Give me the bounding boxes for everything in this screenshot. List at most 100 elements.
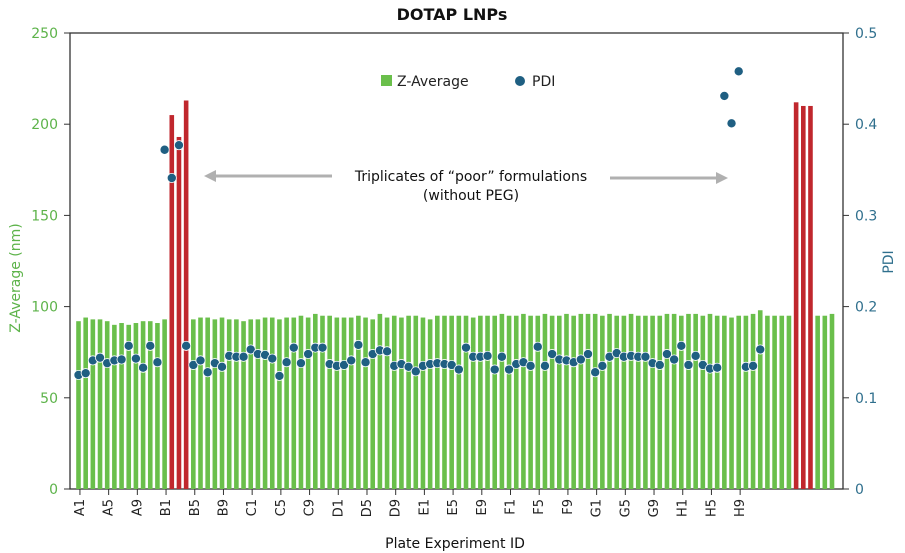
z-average-bar bbox=[363, 317, 368, 489]
z-average-bar bbox=[327, 315, 332, 489]
right-axis-title: PDI bbox=[881, 250, 897, 273]
z-average-bar bbox=[277, 319, 282, 489]
z-average-bar bbox=[628, 313, 634, 489]
z-average-bar bbox=[399, 317, 404, 489]
x-tick-label: G5 bbox=[618, 499, 633, 517]
z-average-bar bbox=[226, 319, 232, 489]
z-average-bar bbox=[112, 324, 117, 489]
z-average-bar bbox=[320, 315, 325, 489]
pdi-point bbox=[661, 349, 672, 360]
z-average-bar bbox=[269, 317, 275, 489]
pdi-point bbox=[116, 354, 127, 365]
z-average-bar bbox=[650, 315, 655, 489]
dot-series-pdi bbox=[73, 66, 766, 381]
z-average-bar bbox=[578, 313, 584, 489]
legend-swatch-pdi bbox=[515, 76, 525, 86]
z-average-bar bbox=[521, 313, 526, 489]
z-average-bar bbox=[83, 317, 88, 489]
z-average-bar bbox=[557, 315, 562, 489]
left-tick-label: 50 bbox=[40, 391, 58, 407]
left-axis-ticks: 0 50 100 150 200 250 bbox=[31, 26, 70, 498]
annotation-arrowhead-left bbox=[204, 170, 216, 182]
z-average-bar bbox=[183, 100, 189, 490]
pdi-point bbox=[453, 364, 464, 375]
pdi-point bbox=[590, 367, 601, 378]
pdi-point bbox=[461, 342, 472, 353]
z-average-bar bbox=[614, 315, 620, 489]
z-average-bar bbox=[147, 321, 153, 489]
plot-area bbox=[69, 32, 844, 490]
x-tick-label: B9 bbox=[216, 499, 231, 516]
left-tick-label: 200 bbox=[31, 117, 58, 133]
right-tick-label: 0.4 bbox=[855, 117, 877, 133]
z-average-bar bbox=[284, 317, 289, 489]
z-average-bar bbox=[815, 315, 820, 489]
x-tick-label: C9 bbox=[303, 499, 318, 516]
pdi-point bbox=[640, 351, 651, 362]
bar-series-z-average bbox=[76, 100, 835, 490]
z-average-bar bbox=[528, 315, 533, 489]
pdi-point bbox=[748, 360, 759, 371]
z-average-bar bbox=[97, 319, 103, 489]
x-tick-label: C5 bbox=[274, 499, 289, 516]
z-average-bar bbox=[470, 317, 476, 489]
pdi-point bbox=[733, 66, 744, 77]
pdi-point bbox=[690, 350, 701, 361]
pdi-point bbox=[80, 368, 91, 379]
z-average-bar bbox=[298, 315, 304, 489]
z-average-bar bbox=[635, 315, 641, 489]
z-average-bar bbox=[291, 317, 297, 489]
z-average-bar bbox=[140, 321, 146, 489]
pdi-point bbox=[719, 90, 730, 101]
z-average-bar bbox=[750, 313, 756, 489]
x-tick-label: B1 bbox=[159, 499, 174, 516]
z-average-bar bbox=[119, 323, 124, 489]
pdi-point bbox=[353, 339, 364, 350]
pdi-point bbox=[267, 353, 278, 364]
x-axis-ticks: A1 A5 A9 B1 B5 B9 C1 C5 C9 D1 D5 D9 E1 E5 E9 F1 F5 F9 G1 G5… bbox=[73, 489, 748, 517]
z-average-bar bbox=[234, 319, 239, 489]
right-tick-label: 0.3 bbox=[855, 208, 877, 224]
pdi-point bbox=[181, 340, 192, 351]
left-tick-label: 100 bbox=[31, 300, 58, 316]
right-tick-label: 0.5 bbox=[855, 26, 877, 42]
z-average-bar bbox=[463, 315, 469, 489]
left-tick-label: 0 bbox=[49, 482, 58, 498]
z-average-bar bbox=[176, 136, 182, 489]
z-average-bar bbox=[442, 315, 447, 489]
z-average-bar bbox=[478, 315, 483, 489]
z-average-bar bbox=[90, 319, 96, 489]
annotation: Triplicates of “poor” formulations (with… bbox=[204, 169, 728, 204]
z-average-bar bbox=[822, 315, 828, 489]
z-average-bar bbox=[700, 315, 706, 489]
x-tick-label: G9 bbox=[647, 499, 662, 517]
pdi-point bbox=[496, 351, 507, 362]
z-average-bar bbox=[356, 315, 361, 489]
z-average-bar bbox=[205, 317, 210, 489]
z-average-bar bbox=[643, 315, 648, 489]
z-average-bar bbox=[829, 313, 835, 489]
pdi-point bbox=[195, 355, 206, 366]
z-average-bar bbox=[513, 315, 519, 489]
z-average-bar bbox=[743, 315, 749, 489]
pdi-point bbox=[726, 118, 737, 129]
x-tick-label: F5 bbox=[532, 499, 547, 515]
z-average-bar bbox=[255, 319, 261, 489]
pdi-point bbox=[152, 357, 163, 368]
z-average-bar bbox=[492, 315, 498, 489]
pdi-point bbox=[95, 352, 106, 363]
z-average-bar bbox=[456, 315, 462, 489]
z-average-bar bbox=[592, 313, 598, 489]
z-average-bar bbox=[76, 321, 81, 489]
pdi-point bbox=[346, 355, 357, 366]
right-tick-label: 0 bbox=[855, 482, 864, 498]
z-average-bar bbox=[305, 317, 311, 489]
z-average-bar bbox=[679, 315, 684, 489]
pdi-point bbox=[532, 341, 543, 352]
z-average-bar bbox=[736, 315, 742, 489]
z-average-bar bbox=[420, 317, 426, 489]
z-average-bar bbox=[808, 105, 813, 490]
pdi-point bbox=[525, 360, 536, 371]
pdi-point bbox=[583, 349, 594, 360]
